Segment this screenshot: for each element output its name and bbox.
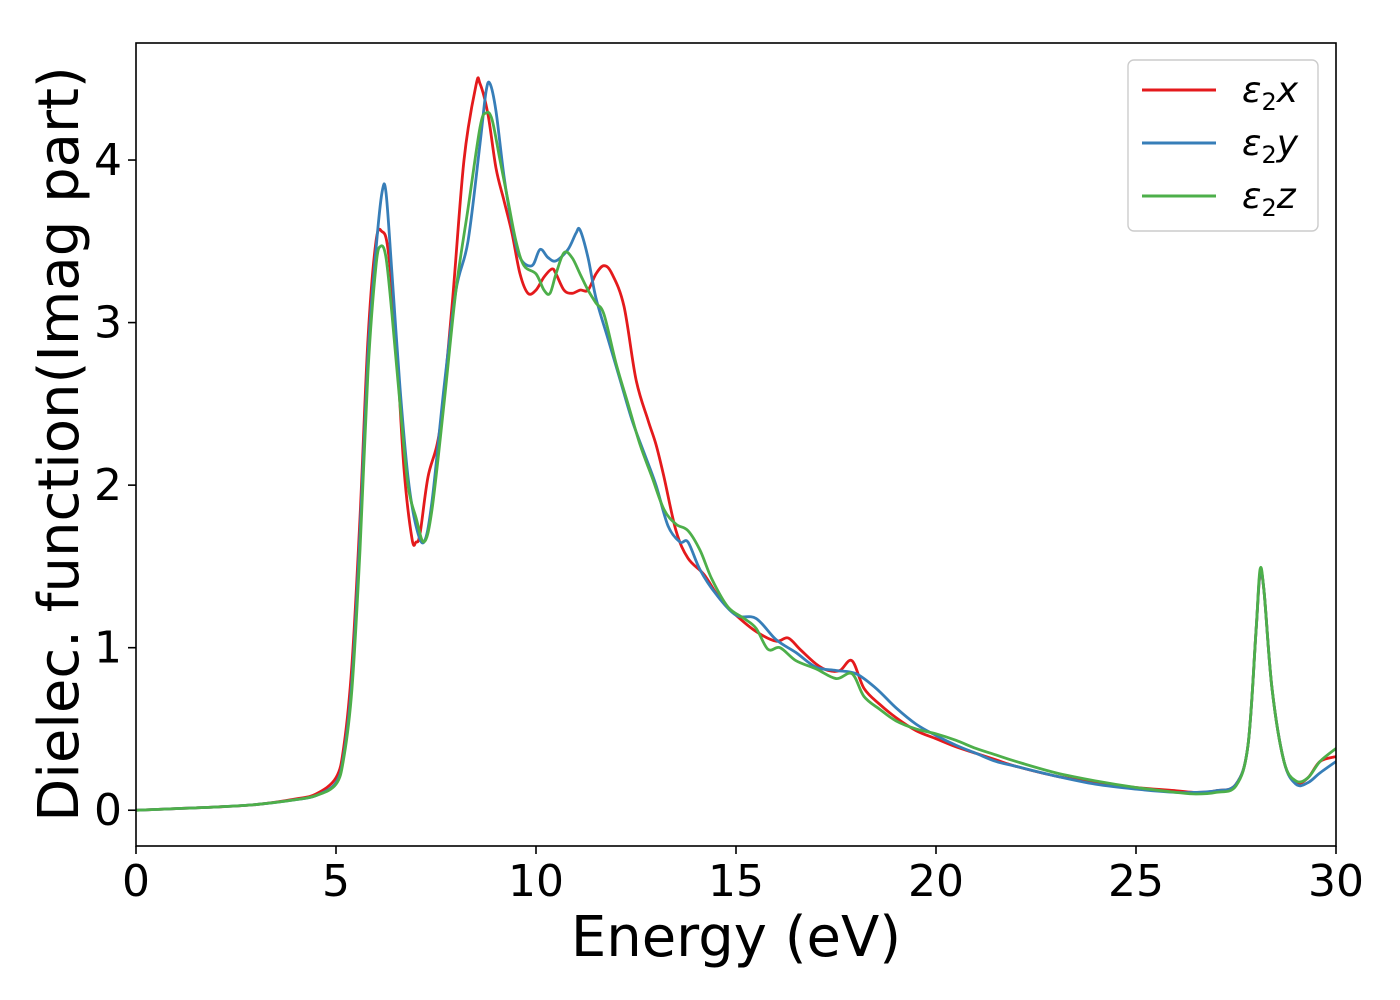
y-axis-label: Dielec. function(Imag part) <box>27 66 92 822</box>
x-tick-label: 0 <box>122 856 150 907</box>
x-tick-label: 20 <box>908 856 964 907</box>
y-tick-label: 3 <box>94 298 122 349</box>
legend-label-y: ε2y <box>1242 123 1299 169</box>
x-axis-label: Energy (eV) <box>571 905 901 970</box>
y-tick-label: 1 <box>94 623 122 674</box>
x-axis: 0 5 10 15 20 25 30 <box>122 846 1364 907</box>
series-layer <box>136 76 1336 812</box>
x-tick-label: 15 <box>708 856 764 907</box>
series-line-z <box>136 110 1336 812</box>
legend-box <box>1127 59 1319 232</box>
legend-label-x: ε2x <box>1242 70 1299 116</box>
legend-label-z: ε2z <box>1242 176 1297 222</box>
x-tick-label: 10 <box>508 856 564 907</box>
x-tick-label: 5 <box>322 856 350 907</box>
y-axis: 0 1 2 3 4 <box>94 135 136 836</box>
y-tick-label: 2 <box>94 460 122 511</box>
x-tick-label: 25 <box>1108 856 1164 907</box>
y-tick-label: 0 <box>94 785 122 836</box>
x-tick-label: 30 <box>1308 856 1364 907</box>
y-tick-label: 4 <box>94 135 122 186</box>
legend: ε2x ε2y ε2z <box>1127 59 1319 232</box>
